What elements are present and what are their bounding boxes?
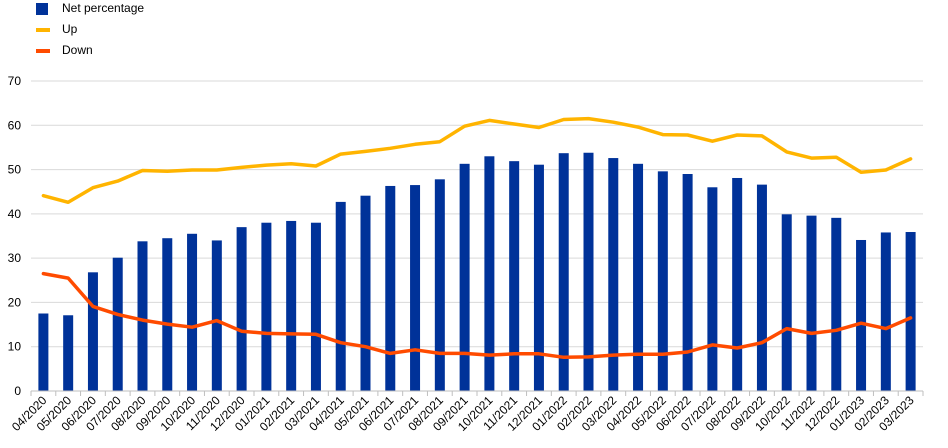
y-tick-label: 40 — [8, 207, 22, 221]
bar-net-percentage — [385, 185, 396, 391]
bar-net-percentage — [236, 227, 247, 391]
y-tick-label: 50 — [8, 163, 22, 177]
bar-net-percentage — [509, 161, 520, 391]
bar-net-percentage — [211, 240, 222, 391]
bar-net-percentage — [856, 239, 867, 391]
legend-label-down: Down — [62, 43, 93, 57]
legend-label-up: Up — [62, 22, 78, 36]
bar-net-percentage — [261, 222, 272, 391]
bar-net-percentage — [905, 232, 916, 391]
bar-net-percentage — [434, 179, 445, 391]
bar-net-percentage — [558, 153, 569, 391]
bar-net-percentage — [335, 201, 346, 391]
bar-net-percentage — [286, 220, 297, 391]
bar-net-percentage — [38, 313, 49, 391]
bar-net-percentage — [410, 185, 421, 391]
bar-net-percentage — [781, 214, 792, 391]
line-up — [41, 116, 913, 205]
bar-net-percentage — [187, 233, 198, 391]
bar-net-percentage — [360, 195, 371, 391]
bar-net-percentage — [112, 257, 123, 391]
y-axis-tick-labels: 0 10 20 30 40 50 60 70 — [8, 74, 22, 398]
bar-net-percentage — [608, 158, 619, 391]
y-tick-label: 20 — [8, 295, 22, 309]
y-tick-label: 10 — [8, 340, 22, 354]
legend-swatch-up — [36, 28, 50, 32]
legend-label-net-percentage: Net percentage — [62, 1, 145, 15]
x-axis — [30, 390, 924, 396]
bar-net-percentage — [63, 315, 74, 391]
bar-net-percentage — [732, 177, 743, 391]
line-down — [41, 271, 913, 360]
bar-net-percentage — [831, 217, 842, 391]
bar-net-percentage — [682, 174, 693, 391]
series-lines — [41, 116, 913, 360]
bar-net-percentage — [459, 163, 470, 391]
y-tick-label: 30 — [8, 251, 22, 265]
y-tick-label: 0 — [14, 384, 21, 398]
gridlines — [31, 80, 923, 348]
net-percentage-bars — [38, 152, 916, 391]
bar-net-percentage — [533, 164, 544, 391]
bar-net-percentage — [880, 232, 891, 391]
legend-swatch-down — [36, 49, 50, 53]
bar-net-percentage — [756, 184, 767, 391]
bar-net-percentage — [484, 156, 495, 391]
bar-net-percentage — [87, 272, 98, 391]
bar-net-percentage — [137, 241, 148, 391]
bar-net-percentage — [583, 152, 594, 391]
bar-net-percentage — [162, 238, 173, 391]
y-tick-label: 70 — [8, 74, 22, 88]
bar-net-percentage — [633, 163, 644, 391]
bar-net-percentage — [806, 215, 817, 391]
bar-net-percentage — [707, 187, 718, 391]
bar-net-percentage — [657, 171, 668, 391]
x-axis-tick-labels: 04/202005/202006/202007/202008/202009/20… — [9, 393, 917, 434]
legend-swatch-net-percentage — [36, 3, 48, 15]
bar-net-percentage — [310, 222, 321, 391]
y-tick-label: 60 — [8, 118, 22, 132]
